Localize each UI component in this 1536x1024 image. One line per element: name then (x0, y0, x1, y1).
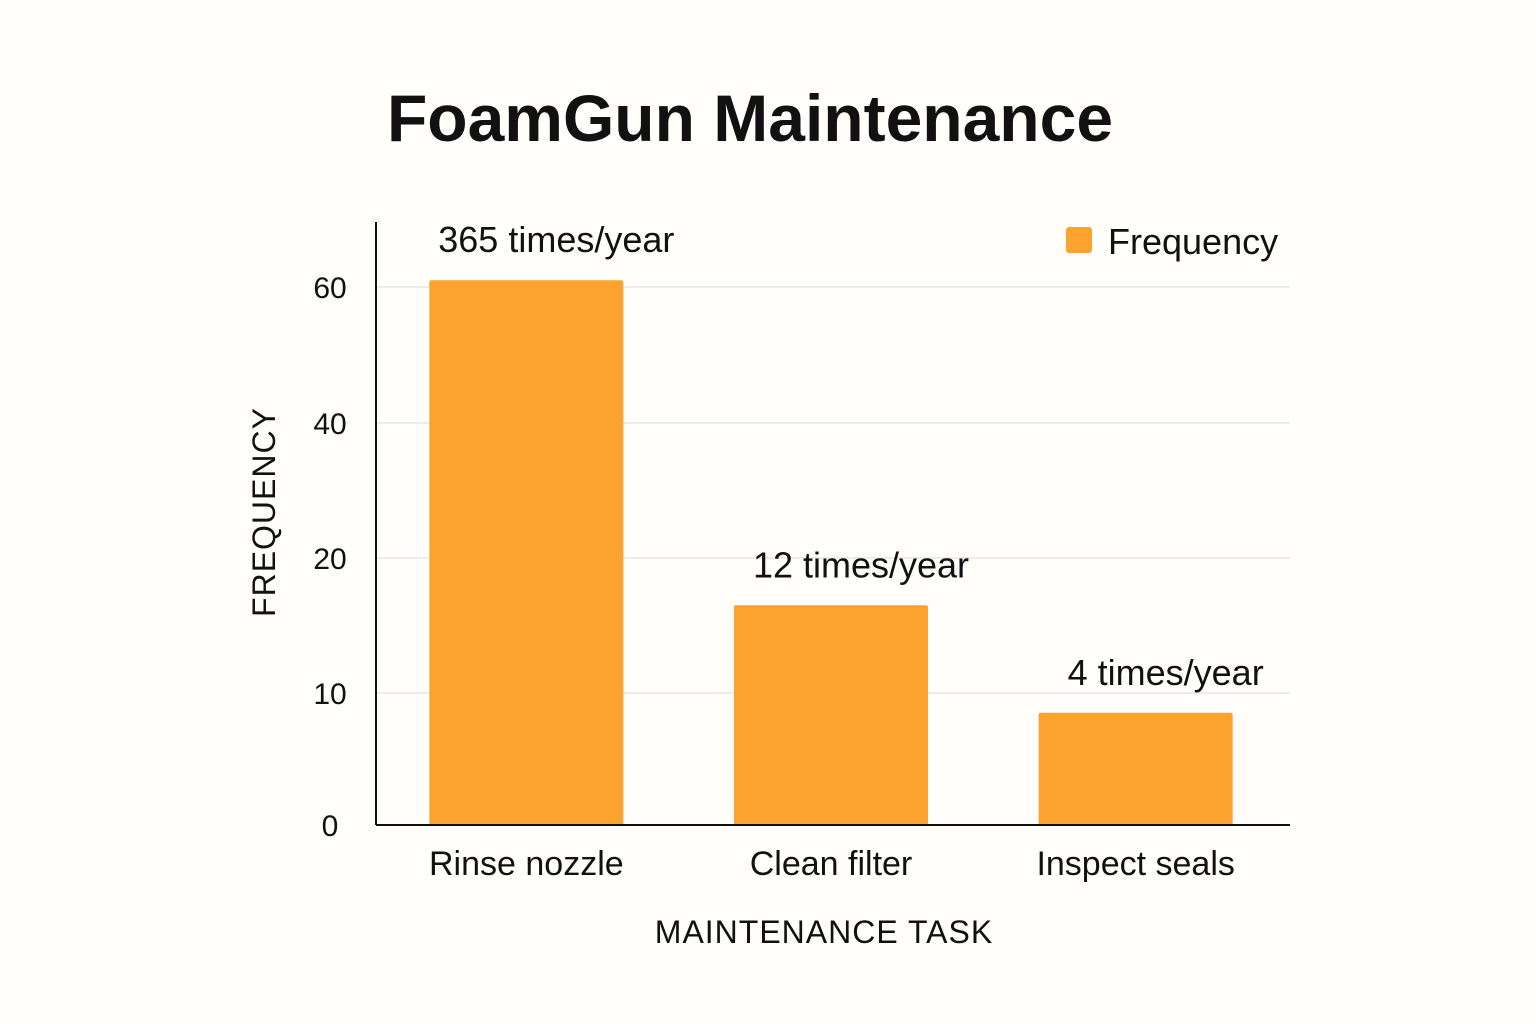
data-label: 4 times/year (1068, 652, 1264, 693)
y-tick-label: 0 (322, 810, 339, 843)
y-axis-title: FREQUENCY (246, 407, 282, 617)
y-tick-label: 10 (313, 678, 346, 711)
data-label: 365 times/year (438, 219, 674, 260)
legend-swatch (1066, 227, 1092, 253)
x-tick-label: Inspect seals (1036, 845, 1234, 883)
bars (429, 280, 1233, 825)
legend-label: Frequency (1108, 221, 1278, 262)
y-tick-label: 20 (313, 543, 346, 576)
y-tick-label: 60 (313, 272, 346, 305)
y-tick-label: 40 (313, 408, 346, 441)
legend: Frequency (1066, 221, 1278, 262)
x-axis-title: MAINTENANCE TASK (655, 914, 993, 950)
bar-rinse-nozzle (429, 280, 624, 825)
bar-clean-filter (734, 605, 928, 825)
data-labels: 365 times/year 12 times/year 4 times/year (438, 219, 1263, 693)
y-tick-labels: 0 10 20 40 60 (313, 272, 346, 843)
bar-inspect-seals (1038, 712, 1233, 825)
x-tick-label: Clean filter (750, 845, 913, 883)
chart-title: FoamGun Maintenance (386, 81, 1114, 155)
x-tick-labels: Rinse nozzle Clean filter Inspect seals (429, 845, 1235, 883)
data-label: 12 times/year (753, 544, 969, 585)
x-tick-label: Rinse nozzle (429, 845, 624, 883)
